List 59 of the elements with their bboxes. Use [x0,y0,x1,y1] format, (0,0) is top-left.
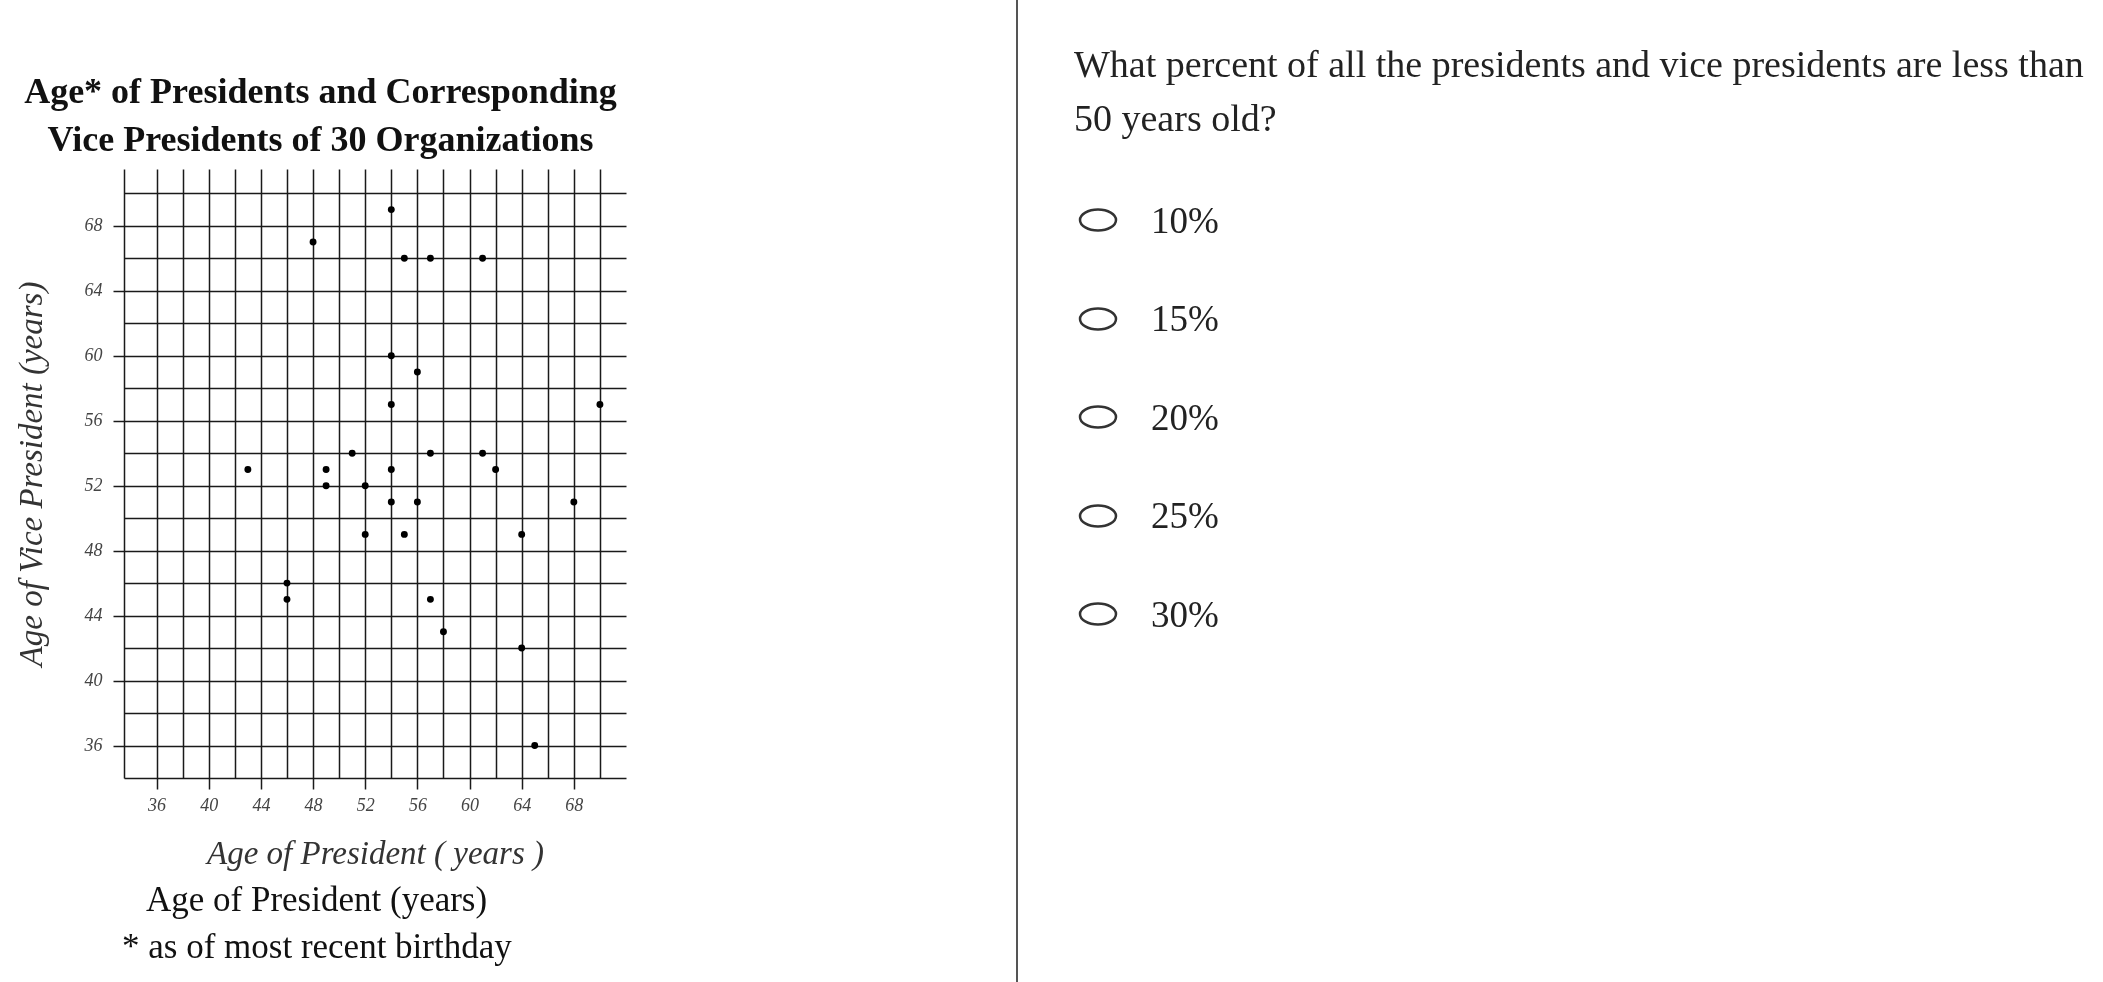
point [387,401,395,408]
x-tick-label: 48 [304,794,323,815]
point [426,449,434,457]
x-tick-label: 56 [408,794,427,815]
point [322,482,330,490]
y-tick-label: 36 [83,735,103,756]
point [283,579,291,587]
y-tick-label: 44 [84,605,103,626]
x-axis-title: Age of President ( years ) [205,834,544,872]
point [518,644,526,652]
point [361,530,369,538]
point [518,530,526,538]
text: Age of President (years) [146,880,488,920]
text: 25% [1151,494,1219,537]
text: What percent of all the presidents and vice presidents are less than 50 years old? [1074,42,2085,141]
x-tick-label: 64 [513,794,532,815]
point [413,368,421,376]
y-tick-label: 40 [84,670,103,691]
text: 10% [1151,198,1219,242]
point [348,449,356,457]
point [596,401,604,408]
point [531,742,539,749]
x-tick-label: 60 [461,794,480,815]
text: * as of most recent birthday [122,927,512,967]
y-axis-title: Age of Vice President (years) [12,281,50,669]
point [283,595,291,603]
point [309,238,317,246]
y-tick-label: 56 [84,410,103,431]
y-tick-label: 48 [84,540,103,561]
point [492,465,500,473]
x-tick-label: 36 [147,794,167,815]
x-tick-label: 40 [200,794,219,815]
point [426,595,434,603]
y-tick-label: 64 [84,280,103,301]
point [387,206,395,214]
point [244,465,252,473]
point [322,465,330,473]
point [400,530,408,538]
text: 15% [1151,297,1219,340]
y-tick-label: 52 [84,475,103,496]
point [400,254,408,262]
point [361,482,369,490]
point [387,352,395,360]
text: 20% [1151,395,1219,439]
point [426,254,434,262]
point [413,498,421,506]
point [479,254,487,262]
point [479,449,487,457]
x-tick-label: 68 [565,794,584,815]
point [387,498,395,506]
y-tick-label: 68 [84,215,103,236]
text: 30% [1151,592,1219,636]
x-tick-label: 52 [356,794,375,815]
x-tick-label: 44 [252,794,271,815]
y-tick-label: 60 [84,345,103,366]
chart-title: Age* of Presidents and Corresponding Vice Presidents of 30 Organizations [24,71,617,159]
point [570,498,578,506]
point [439,628,447,636]
point [387,465,395,473]
